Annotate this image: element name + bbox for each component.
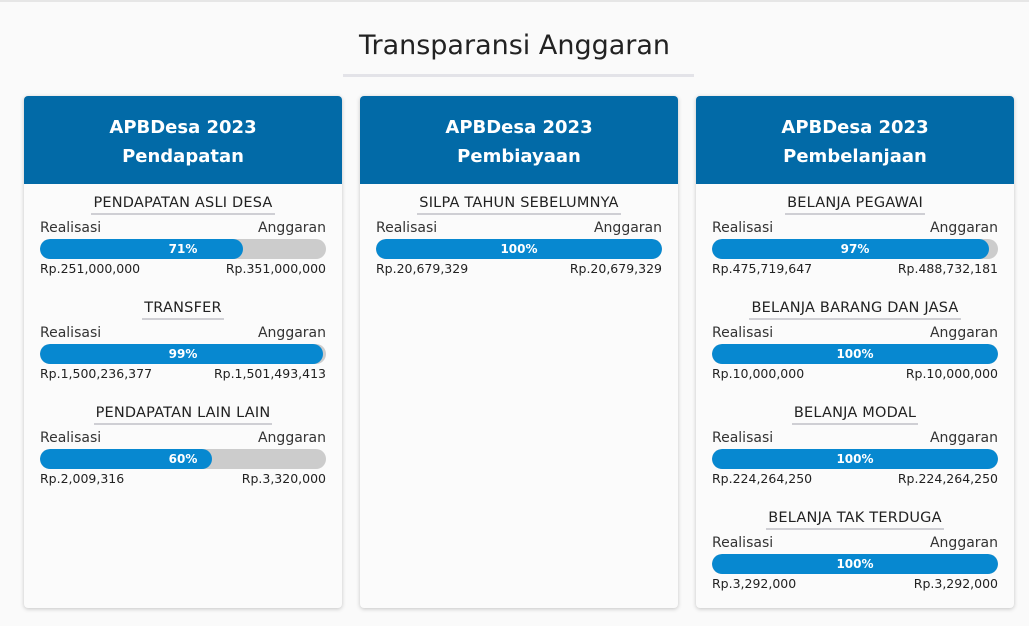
item-title: BELANJA BARANG DAN JASA (749, 300, 961, 320)
item-title: TRANSFER (142, 300, 224, 320)
budget-item: PENDAPATAN ASLI DESA Realisasi Anggaran 7… (40, 192, 326, 278)
realisasi-amount: Rp.20,679,329 (376, 261, 469, 276)
anggaran-amount: Rp.488,732,181 (897, 261, 998, 276)
realisasi-amount: Rp.3,292,000 (712, 576, 797, 591)
card-header-category: Pembiayaan (457, 146, 581, 167)
top-divider (0, 0, 1029, 2)
realisasi-amount: Rp.10,000,000 (712, 366, 805, 381)
progress-percent: 71% (168, 242, 198, 256)
progress-fill (40, 344, 324, 364)
anggaran-amount: Rp.3,292,000 (913, 576, 998, 591)
anggaran-label: Anggaran (929, 430, 998, 446)
card-header-category: Pembelanjaan (783, 146, 927, 167)
budget-item: BELANJA MODAL Realisasi Anggaran 100% Rp.… (712, 402, 998, 488)
progress-fill (376, 239, 662, 259)
realisasi-label: Realisasi (40, 430, 102, 446)
progress-fill (712, 449, 998, 469)
anggaran-amount: Rp.20,679,329 (569, 261, 662, 276)
budget-item: TRANSFER Realisasi Anggaran 99% Rp.1,500,… (40, 297, 326, 383)
anggaran-amount: Rp.224,264,250 (897, 471, 998, 486)
card-pembelanjaan: APBDesa 2023 Pembelanjaan BELANJA PEGAWA… (696, 96, 1014, 608)
anggaran-label: Anggaran (929, 220, 998, 236)
item-title: BELANJA MODAL (791, 405, 919, 425)
anggaran-amount: Rp.10,000,000 (905, 366, 998, 381)
progress-bar: 97% (712, 239, 998, 259)
progress-percent: 100% (500, 242, 538, 256)
item-title: BELANJA TAK TERDUGA (766, 510, 944, 530)
anggaran-amount: Rp.3,320,000 (241, 471, 326, 486)
card-header-category: Pendapatan (122, 146, 244, 167)
progress-fill (40, 239, 244, 259)
page-title: Transparansi Anggaran (358, 30, 671, 61)
progress-percent: 60% (168, 452, 198, 466)
progress-percent: 99% (168, 347, 198, 361)
card-header: APBDesa 2023 Pendapatan (24, 96, 342, 184)
progress-bar: 100% (712, 344, 998, 364)
realisasi-amount: Rp.1,500,236,377 (40, 366, 153, 381)
card-header-year: APBDesa 2023 (109, 117, 257, 138)
card-header: APBDesa 2023 Pembelanjaan (696, 96, 1014, 184)
budget-item: PENDAPATAN LAIN LAIN Realisasi Anggaran 6… (40, 402, 326, 488)
budget-item: SILPA TAHUN SEBELUMNYA Realisasi Anggaran… (376, 192, 662, 278)
realisasi-label: Realisasi (712, 535, 774, 551)
item-title: PENDAPATAN ASLI DESA (91, 195, 275, 215)
card-header: APBDesa 2023 Pembiayaan (360, 96, 678, 184)
anggaran-label: Anggaran (257, 325, 326, 341)
progress-bar: 99% (40, 344, 326, 364)
budget-item: BELANJA PEGAWAI Realisasi Anggaran 97% Rp… (712, 192, 998, 278)
realisasi-amount: Rp.475,719,647 (712, 261, 813, 276)
progress-bar: 100% (376, 239, 662, 259)
item-title: PENDAPATAN LAIN LAIN (93, 405, 273, 425)
progress-fill (40, 449, 212, 469)
item-title: BELANJA PEGAWAI (785, 195, 925, 215)
realisasi-label: Realisasi (376, 220, 438, 236)
progress-fill (712, 344, 998, 364)
progress-fill (712, 239, 990, 259)
budget-item: BELANJA TAK TERDUGA Realisasi Anggaran 10… (712, 507, 998, 593)
card-pembiayaan: APBDesa 2023 Pembiayaan SILPA TAHUN SEBE… (360, 96, 678, 608)
card-pendapatan: APBDesa 2023 Pendapatan PENDAPATAN ASLI … (24, 96, 342, 608)
realisasi-amount: Rp.251,000,000 (40, 261, 141, 276)
anggaran-label: Anggaran (929, 535, 998, 551)
title-underline (343, 74, 694, 77)
card-header-year: APBDesa 2023 (445, 117, 593, 138)
card-header-year: APBDesa 2023 (781, 117, 929, 138)
realisasi-amount: Rp.224,264,250 (712, 471, 813, 486)
progress-bar: 60% (40, 449, 326, 469)
realisasi-amount: Rp.2,009,316 (40, 471, 125, 486)
realisasi-label: Realisasi (712, 220, 774, 236)
anggaran-label: Anggaran (593, 220, 662, 236)
progress-percent: 100% (836, 557, 874, 571)
progress-bar: 100% (712, 554, 998, 574)
anggaran-label: Anggaran (257, 430, 326, 446)
progress-percent: 97% (840, 242, 870, 256)
budget-item: BELANJA BARANG DAN JASA Realisasi Anggara… (712, 297, 998, 383)
realisasi-label: Realisasi (40, 220, 102, 236)
progress-percent: 100% (836, 347, 874, 361)
realisasi-label: Realisasi (712, 325, 774, 341)
realisasi-label: Realisasi (40, 325, 102, 341)
progress-bar: 71% (40, 239, 326, 259)
realisasi-label: Realisasi (712, 430, 774, 446)
progress-bar: 100% (712, 449, 998, 469)
anggaran-label: Anggaran (257, 220, 326, 236)
anggaran-amount: Rp.1,501,493,413 (213, 366, 326, 381)
item-title: SILPA TAHUN SEBELUMNYA (417, 195, 621, 215)
anggaran-label: Anggaran (929, 325, 998, 341)
anggaran-amount: Rp.351,000,000 (225, 261, 326, 276)
progress-fill (712, 554, 998, 574)
progress-percent: 100% (836, 452, 874, 466)
